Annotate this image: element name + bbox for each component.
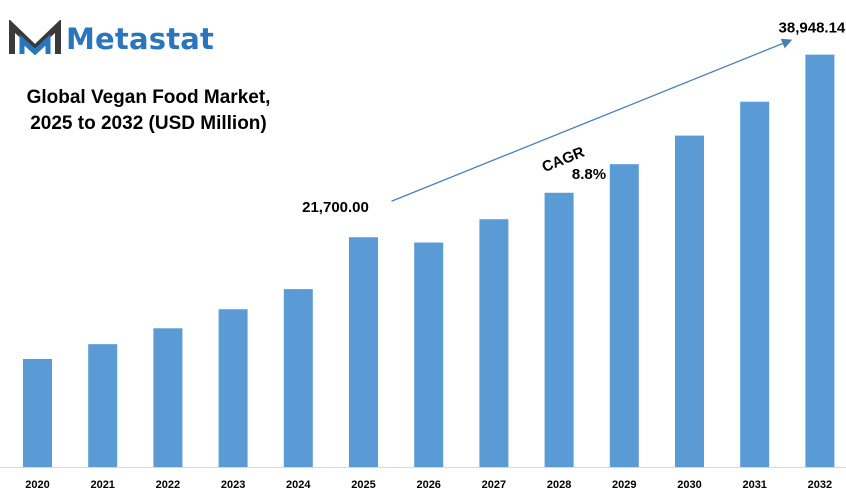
x-tick-label: 2027 <box>482 479 506 491</box>
metastat-m-logo-icon <box>9 20 61 56</box>
x-tick-label: 2030 <box>677 479 701 491</box>
bar-2031 <box>740 101 770 468</box>
bar-2029 <box>609 164 639 468</box>
brand-name: Metastat <box>66 22 215 56</box>
chart-title: Global Vegan Food Market, 2025 to 2032 (… <box>6 85 291 137</box>
bar-2022 <box>153 328 183 467</box>
bar-2032 <box>805 54 835 467</box>
cagr-value: 8.8% <box>572 166 606 183</box>
bar-2023 <box>218 309 248 467</box>
bar-2026 <box>414 242 444 467</box>
x-tick-label: 2020 <box>25 479 49 491</box>
x-tick-label: 2031 <box>742 479 766 491</box>
value-annotation-2032: 38,948.14 <box>779 20 846 37</box>
x-tick-label: 2024 <box>286 479 311 491</box>
brand-logo: Metastat <box>8 20 214 58</box>
bar-2021 <box>88 344 118 467</box>
bar-2025 <box>349 237 378 467</box>
x-tick-label: 2029 <box>612 479 636 491</box>
bar-2030 <box>675 135 704 467</box>
x-tick-label: 2026 <box>416 479 440 491</box>
x-tick-label: 2022 <box>156 479 180 491</box>
bar-2028 <box>544 192 574 467</box>
x-tick-label: 2025 <box>351 479 375 491</box>
bar-2027 <box>479 219 509 467</box>
chart-title-line-2: 2025 to 2032 (USD Million) <box>30 113 267 134</box>
chart-title-line-1: Global Vegan Food Market, <box>26 87 271 108</box>
bar-2020 <box>23 359 52 467</box>
x-tick-label: 2028 <box>547 479 571 491</box>
value-annotation-2025: 21,700.00 <box>302 199 369 216</box>
x-tick-label: 2023 <box>221 479 245 491</box>
bar-2024 <box>283 289 313 467</box>
cagr-arrow <box>391 38 793 202</box>
x-tick-label: 2021 <box>90 479 114 491</box>
x-tick-label: 2032 <box>808 479 832 491</box>
